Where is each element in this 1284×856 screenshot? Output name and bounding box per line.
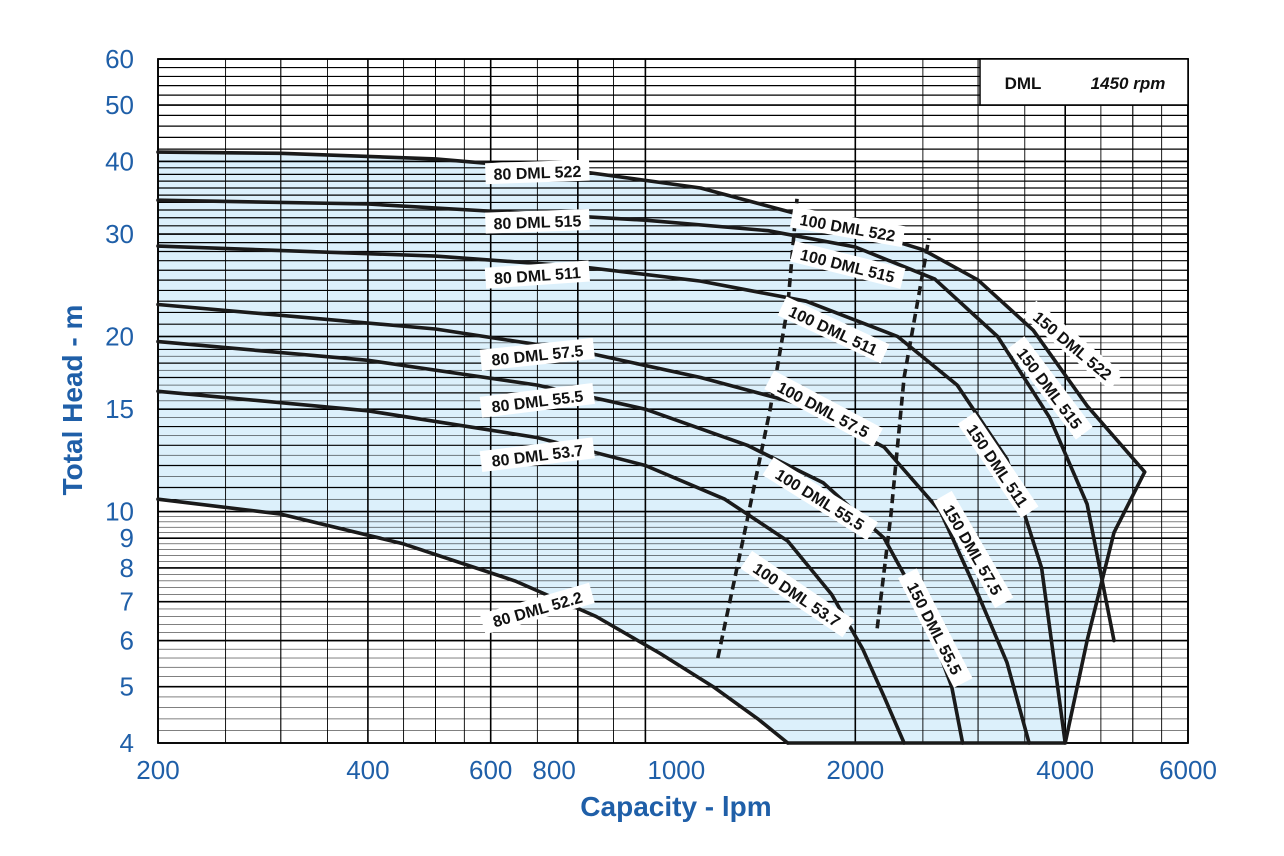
curve-label-background xyxy=(764,370,883,447)
x-axis-title: Capacity - lpm xyxy=(580,791,771,822)
curve-label-background xyxy=(1007,336,1093,440)
y-tick-label: 30 xyxy=(105,219,134,249)
x-tick-label: 2000 xyxy=(826,755,884,785)
x-tick-label: 6000 xyxy=(1159,755,1217,785)
curve-label-background xyxy=(479,337,595,371)
x-tick-label: 800 xyxy=(532,755,575,785)
y-tick-label: 4 xyxy=(120,728,134,758)
curve-label-background xyxy=(933,490,1014,609)
curve-label-background xyxy=(789,206,906,248)
y-tick-label: 50 xyxy=(105,90,134,120)
x-tick-label: 400 xyxy=(346,755,389,785)
curve-label-background xyxy=(790,240,906,289)
plot-frame xyxy=(157,58,1189,744)
y-tick-label: 8 xyxy=(120,553,134,583)
curve-label-background xyxy=(479,383,595,418)
series-line xyxy=(156,389,906,745)
x-tick-label: 200 xyxy=(136,755,179,785)
curve-label-background xyxy=(485,159,590,185)
curve-label-group: 80 DML 511 xyxy=(484,260,590,289)
curve-label-background xyxy=(485,208,590,234)
curve-label: 80 DML 522 xyxy=(493,164,581,184)
operating-envelope xyxy=(158,152,1145,744)
y-tick-label: 60 xyxy=(105,44,134,74)
curve-label-background xyxy=(479,437,595,473)
y-tick-label: 5 xyxy=(120,672,134,702)
grid xyxy=(157,58,1189,744)
curve-label-background xyxy=(1022,300,1124,390)
operating-envelope-layer xyxy=(158,152,1145,744)
curve-label-background xyxy=(957,412,1039,519)
curve-label-background xyxy=(897,568,973,688)
y-tick-label: 6 xyxy=(120,626,134,656)
curve-label: 80 DML 52.2 xyxy=(491,590,584,632)
curve-label-group: 80 DML 522 xyxy=(485,159,590,185)
curve-label: 80 DML 511 xyxy=(494,265,582,288)
legend-box: DML 1450 rpm xyxy=(979,58,1189,106)
y-tick-label: 9 xyxy=(120,523,134,553)
curve-label-background xyxy=(740,550,855,638)
series-line xyxy=(156,497,790,745)
y-axis-title: Total Head - m xyxy=(57,305,88,496)
curve-label-background xyxy=(479,582,595,635)
curve-label: 80 DML 515 xyxy=(493,213,581,233)
y-tick-label: 7 xyxy=(120,587,134,617)
range-divider xyxy=(875,237,931,629)
legend-background xyxy=(979,58,1189,106)
y-tick-label: 20 xyxy=(105,321,134,351)
y-tick-label: 15 xyxy=(105,394,134,424)
range-divider xyxy=(716,198,799,659)
series-line xyxy=(156,198,1116,643)
y-tick-label: 40 xyxy=(105,146,134,176)
x-tick-label: 1000 xyxy=(647,755,705,785)
x-tick-label: 4000 xyxy=(1036,755,1094,785)
envelope-right-edge xyxy=(1063,471,1147,744)
curve-label-background xyxy=(484,260,590,289)
legend-speed: 1450 rpm xyxy=(1091,74,1166,93)
curve-label-background xyxy=(762,457,879,541)
y-tick-label: 10 xyxy=(105,497,134,527)
legend-model: DML xyxy=(1005,74,1042,93)
curve-label-group: 80 DML 515 xyxy=(485,208,590,234)
curve-label-background xyxy=(777,296,890,364)
x-tick-label: 600 xyxy=(469,755,512,785)
